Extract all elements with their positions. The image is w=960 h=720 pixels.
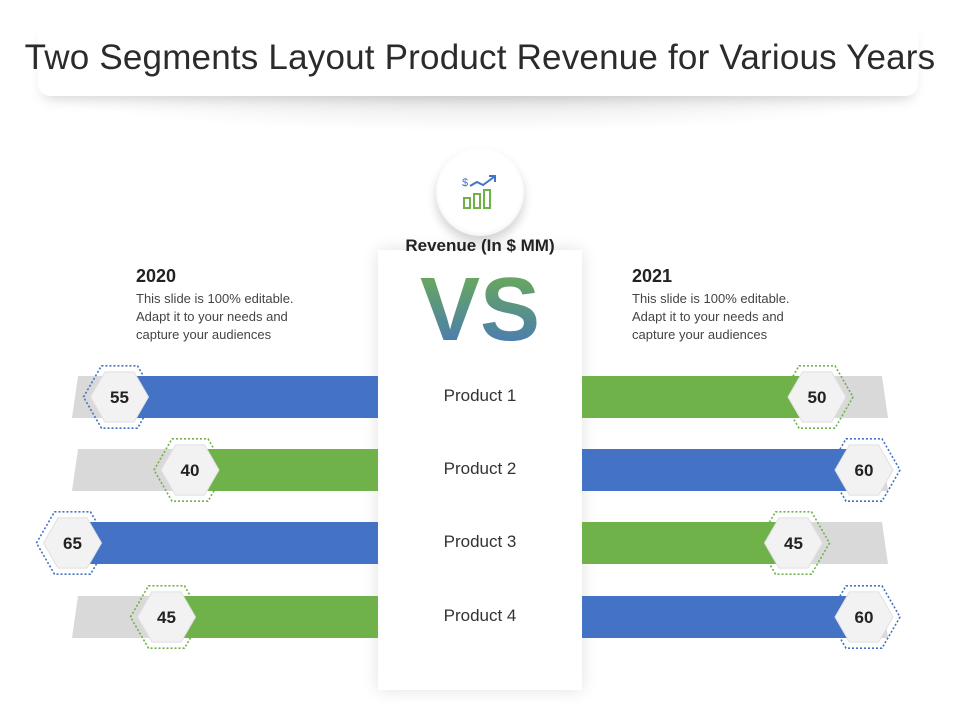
hex-outline — [82, 364, 157, 430]
title-box — [38, 22, 918, 96]
product-label: Product 3 — [443, 532, 517, 551]
product-label: Product 2 — [443, 459, 517, 478]
right-year: 2021 — [632, 266, 673, 286]
left-year: 2020 — [136, 266, 177, 286]
value-label-2021: 60 — [855, 461, 874, 480]
bar-2020 — [190, 449, 378, 491]
value-label-2020: 45 — [157, 608, 176, 627]
value-label-2021: 45 — [784, 534, 803, 553]
hex-outline — [129, 584, 204, 650]
bar-2021 — [582, 522, 794, 564]
hex-outline — [756, 510, 831, 576]
hex-outline — [35, 510, 110, 576]
bar-2020 — [72, 522, 378, 564]
hex-outline — [827, 584, 901, 650]
revenue-growth-icon: $ — [462, 175, 496, 209]
bar-2020 — [119, 376, 378, 418]
hex-outline — [153, 437, 227, 503]
hex-marker — [42, 517, 103, 569]
value-label-2020: 65 — [63, 534, 82, 553]
value-label-2020: 55 — [110, 388, 129, 407]
page-title: Two Segments Layout Product Revenue for … — [24, 38, 936, 77]
bar-2020 — [166, 596, 378, 638]
hex-marker — [763, 517, 824, 569]
svg-text:VS: VS — [420, 260, 540, 357]
hex-marker — [834, 444, 894, 496]
bar-2021 — [582, 449, 864, 491]
chart-heading: Revenue (In $ MM) — [405, 236, 555, 255]
hex-marker — [89, 371, 150, 423]
value-label-2020: 40 — [181, 461, 200, 480]
title-shadow — [30, 92, 930, 132]
hex-outline — [827, 437, 901, 503]
hex-marker — [834, 591, 894, 643]
product-label: Product 1 — [443, 386, 517, 405]
bar-2021 — [582, 376, 817, 418]
bar-2021 — [582, 596, 864, 638]
hex-marker — [160, 444, 220, 496]
right-description: This slide is 100% editable. Adapt it to… — [632, 291, 790, 342]
hex-marker — [136, 591, 197, 643]
value-label-2021: 50 — [808, 388, 827, 407]
vs-text: VS — [420, 260, 540, 357]
svg-text:$: $ — [462, 177, 468, 189]
hex-marker — [787, 371, 847, 423]
value-label-2021: 60 — [855, 608, 874, 627]
left-description: This slide is 100% editable. Adapt it to… — [136, 291, 294, 342]
center-card — [378, 250, 582, 690]
icon-badge: $ — [436, 148, 524, 236]
product-label: Product 4 — [443, 606, 517, 625]
hex-outline — [780, 364, 854, 430]
